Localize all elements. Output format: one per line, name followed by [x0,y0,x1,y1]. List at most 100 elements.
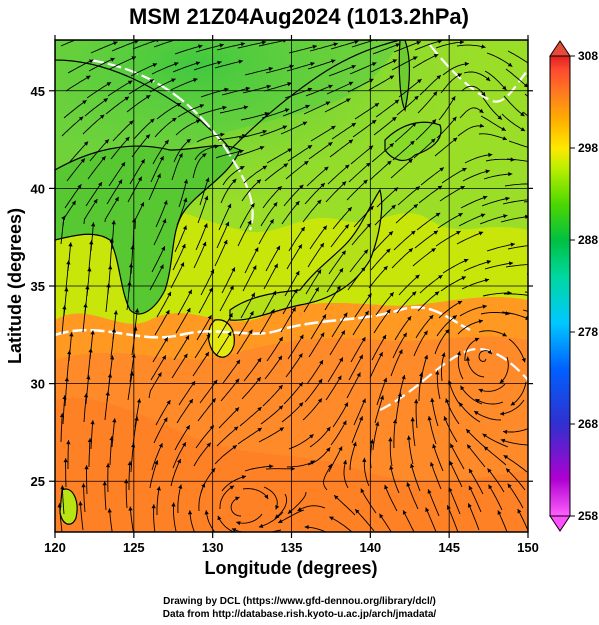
streamline-arrowhead [361,398,366,403]
streamline-arrowhead [438,275,443,280]
y-tick-label: 35 [31,279,45,294]
streamline [379,513,392,532]
streamline [125,479,128,509]
streamline-arrowhead [382,334,387,340]
streamline-arrowhead [257,427,262,432]
streamline [431,397,439,427]
streamline-arrowhead [165,310,170,315]
streamline-arrowhead [113,41,118,46]
streamline-arrowhead [229,285,234,290]
streamline [394,122,417,143]
streamline [156,102,182,120]
streamline [195,425,215,449]
streamline [436,315,458,337]
streamline [497,510,508,532]
streamline [326,267,344,293]
streamline-arrowhead [331,59,336,64]
streamline [154,117,177,138]
streamline [244,67,274,76]
streamline [368,265,388,289]
streamline-arrowhead [331,125,336,130]
streamline [88,438,91,467]
streamline-arrowhead [333,42,338,47]
streamline-arrowhead [178,484,183,489]
streamline-arrowhead [452,137,458,142]
streamline [352,310,370,336]
streamline-arrowhead [162,355,166,360]
streamline [420,167,445,186]
streamline [333,494,356,516]
streamline-arrowhead [445,329,450,334]
streamline-arrowhead [232,445,237,450]
streamline-arrowhead [256,377,261,382]
streamline [510,381,527,406]
streamline-arrowhead [156,486,161,491]
streamline [327,164,350,185]
streamline [127,371,133,401]
streamline-arrowhead [517,509,522,514]
streamline-arrowhead [307,87,313,92]
streamline [87,348,92,378]
streamline-arrowhead [268,66,273,72]
streamline-arrowhead [371,120,377,125]
streamline [67,440,69,469]
streamline [297,505,326,512]
streamline-arrowhead [223,239,228,245]
streamline [324,285,341,311]
streamline [112,120,134,142]
streamline [177,104,205,118]
streamline [149,78,176,93]
streamline-arrowhead [275,505,280,510]
streamline-arrowhead [506,468,511,473]
streamline [221,267,236,294]
streamline-arrowhead [183,353,188,359]
streamline [310,125,336,142]
streamline-arrowhead [510,242,515,247]
streamline-arrowhead [479,123,484,128]
streamline-arrowhead [125,136,130,142]
streamline [437,212,463,229]
streamline-arrowhead [67,350,72,355]
streamline-arrowhead [483,446,489,451]
streamline [376,377,387,406]
streamline-arrowhead [326,447,331,452]
streamline [330,224,350,248]
streamline [177,484,182,514]
streamline [483,446,507,466]
streamline-arrowhead [488,152,493,158]
streamline-arrowhead [272,290,276,296]
streamline [354,508,375,532]
streamline-arrowhead [346,98,351,103]
streamline [507,245,528,250]
streamline-arrowhead [360,488,365,493]
streamline-arrowhead [178,153,183,158]
streamline-arrowhead [394,99,399,104]
streamline-arrowhead [64,287,69,292]
streamline [61,485,65,515]
streamline [332,206,353,230]
map-title: MSM 21Z04Aug2024 (1013.2hPa) [129,4,469,29]
streamline [482,97,503,120]
streamline [240,292,256,319]
streamline [174,45,203,55]
streamline [442,63,469,76]
streamline-arrowhead [318,378,323,384]
streamline-arrowhead [266,84,271,89]
streamline [483,173,513,180]
streamline-arrowhead [238,59,243,64]
streamline-arrowhead [91,222,96,227]
colorbar-tick-label: 278 [578,325,598,339]
streamline-arrowhead [278,405,283,410]
streamline-arrowhead [411,291,417,296]
streamline [480,115,507,131]
isotherm-contour-1 [55,306,471,339]
streamline-arrowhead [183,179,188,184]
streamline-arrowhead [317,269,322,274]
streamline-arrowhead [430,138,436,143]
streamline-arrowhead [363,249,368,254]
streamline-arrowhead [372,62,377,67]
streamline [449,460,463,488]
streamline-arrowhead [339,268,344,273]
streamline-arrowhead [413,204,418,209]
streamline-arrowhead [83,141,89,146]
